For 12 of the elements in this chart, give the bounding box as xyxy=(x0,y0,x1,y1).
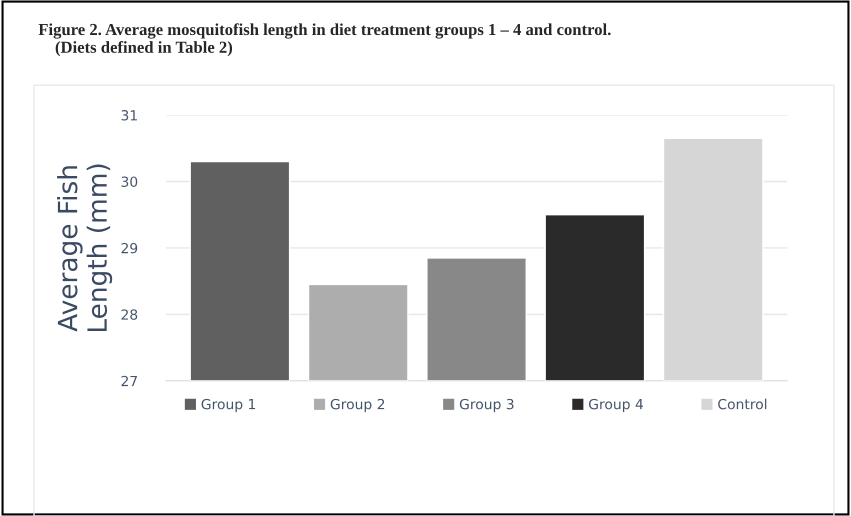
legend-label: Group 1 xyxy=(202,398,256,412)
y-axis-title: Average Fish Length (mm) xyxy=(57,164,112,332)
y-tick-label: 27 xyxy=(122,376,137,386)
legend-label: Control xyxy=(718,398,766,410)
y-tick-label: 31 xyxy=(122,110,137,121)
legend-label: Group 4 xyxy=(589,398,643,412)
y-tick-label: 29 xyxy=(122,242,138,254)
y-tick-label: 28 xyxy=(122,309,138,320)
chart-title: Figure 2. Average mosquitofish length in diet treatment groups 1 – 4 and control. (Diets defined in Table 2) xyxy=(38,23,611,56)
legend-label: Group 2 xyxy=(330,398,384,412)
legend-label: Group 3 xyxy=(460,398,514,412)
y-tick-label: 30 xyxy=(122,176,138,187)
